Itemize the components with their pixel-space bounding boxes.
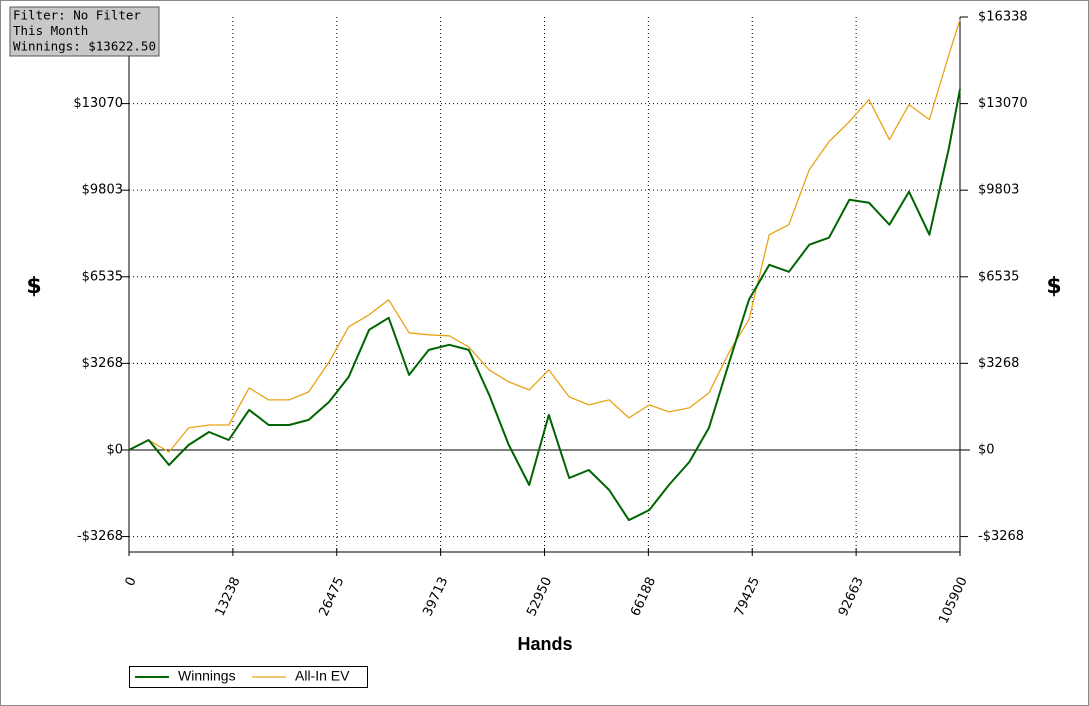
x-axis-title: Hands — [517, 634, 572, 654]
info-line: Filter: No Filter — [13, 8, 141, 23]
series-line — [128, 88, 961, 522]
y2-tick-label: $6535 — [978, 269, 1019, 284]
y2-tick-label: $13070 — [978, 96, 1028, 111]
info-line: This Month — [13, 23, 88, 38]
y-axis-title: $ — [26, 274, 41, 299]
info-line: Winnings: $13622.50 — [13, 39, 156, 54]
y2-tick-label: -$3268 — [978, 529, 1024, 544]
y2-axis-title: $ — [1046, 274, 1061, 299]
y2-tick-label: $9803 — [978, 183, 1019, 198]
info-box-bg — [9, 6, 160, 57]
y-tick-label: $6535 — [82, 269, 123, 284]
y-tick-label: $9803 — [82, 183, 123, 198]
y-tick-label: $3268 — [82, 356, 123, 371]
series-line — [128, 19, 961, 453]
y-tick-label: -$3268 — [77, 529, 123, 544]
legend: Winnings All-In EV — [129, 666, 368, 688]
y2-tick-label: $3268 — [978, 356, 1019, 371]
legend-label: All-In EV — [295, 668, 350, 684]
legend-box — [129, 666, 368, 688]
y2-tick-label: $16338 — [978, 10, 1028, 25]
y2-tick-label: $0 — [978, 442, 995, 457]
legend-label: Winnings — [178, 668, 236, 684]
y-tick-label: $0 — [106, 442, 123, 457]
y-tick-label: $13070 — [73, 96, 123, 111]
